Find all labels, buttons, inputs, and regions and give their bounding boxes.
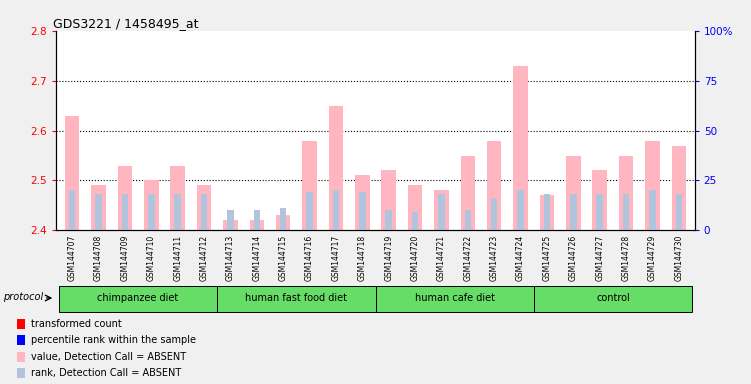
Text: GSM144715: GSM144715 [279, 235, 288, 281]
Bar [17, 335, 26, 345]
Bar [596, 194, 603, 230]
Bar [438, 194, 445, 230]
Bar [17, 319, 26, 329]
Bar [649, 190, 656, 230]
Bar [376, 286, 534, 311]
Bar [17, 352, 26, 362]
Bar [148, 194, 155, 230]
Bar [329, 106, 343, 230]
Text: GSM144725: GSM144725 [542, 235, 551, 281]
Text: GSM144707: GSM144707 [68, 235, 77, 281]
Bar [276, 215, 291, 230]
Bar [382, 170, 396, 230]
Bar [306, 192, 313, 230]
Bar [385, 210, 392, 230]
Bar [122, 194, 128, 230]
Text: rank, Detection Call = ABSENT: rank, Detection Call = ABSENT [31, 368, 181, 378]
Text: GSM144727: GSM144727 [596, 235, 605, 281]
Bar [170, 166, 185, 230]
Bar [144, 180, 158, 230]
Bar [534, 286, 692, 311]
Bar [593, 170, 607, 230]
Text: GSM144708: GSM144708 [94, 235, 103, 281]
Text: GSM144714: GSM144714 [252, 235, 261, 281]
Bar [359, 192, 366, 230]
Text: GSM144722: GSM144722 [463, 235, 472, 281]
Text: GSM144728: GSM144728 [622, 235, 631, 281]
Text: GDS3221 / 1458495_at: GDS3221 / 1458495_at [53, 17, 198, 30]
Text: transformed count: transformed count [31, 319, 122, 329]
Text: GSM144717: GSM144717 [331, 235, 340, 281]
Bar [254, 210, 260, 230]
Text: GSM144723: GSM144723 [490, 235, 499, 281]
Bar [249, 220, 264, 230]
Bar [676, 194, 682, 230]
Bar [174, 194, 181, 230]
Bar [460, 156, 475, 230]
Text: GSM144729: GSM144729 [648, 235, 657, 281]
Bar [540, 195, 554, 230]
Bar [645, 141, 659, 230]
Text: GSM144709: GSM144709 [120, 235, 129, 281]
Text: GSM144720: GSM144720 [411, 235, 420, 281]
Bar [197, 185, 211, 230]
Bar [280, 209, 286, 230]
Bar [514, 66, 528, 230]
Bar [59, 286, 217, 311]
Bar [95, 194, 102, 230]
Text: GSM144716: GSM144716 [305, 235, 314, 281]
Bar [412, 212, 418, 230]
Text: GSM144711: GSM144711 [173, 235, 182, 281]
Bar [355, 175, 369, 230]
Bar [434, 190, 448, 230]
Text: control: control [596, 293, 630, 303]
Bar [17, 368, 26, 378]
Text: GSM144710: GSM144710 [146, 235, 155, 281]
Bar [491, 199, 497, 230]
Text: GSM144721: GSM144721 [437, 235, 446, 281]
Text: GSM144726: GSM144726 [569, 235, 578, 281]
Bar [570, 194, 577, 230]
Bar [517, 190, 524, 230]
Bar [223, 220, 237, 230]
Bar [118, 166, 132, 230]
Text: protocol: protocol [3, 292, 43, 302]
Bar [92, 185, 106, 230]
Bar [333, 190, 339, 230]
Bar [217, 286, 376, 311]
Text: percentile rank within the sample: percentile rank within the sample [31, 335, 196, 345]
Bar [303, 141, 317, 230]
Text: human cafe diet: human cafe diet [415, 293, 495, 303]
Text: human fast food diet: human fast food diet [246, 293, 348, 303]
Text: value, Detection Call = ABSENT: value, Detection Call = ABSENT [31, 352, 186, 362]
Bar [487, 141, 502, 230]
Bar [623, 194, 629, 230]
Bar [69, 190, 75, 230]
Bar [65, 116, 80, 230]
Text: GSM144718: GSM144718 [357, 235, 366, 281]
Bar [201, 194, 207, 230]
Bar [408, 185, 422, 230]
Text: GSM144724: GSM144724 [516, 235, 525, 281]
Bar [227, 210, 234, 230]
Text: GSM144712: GSM144712 [200, 235, 209, 281]
Bar [619, 156, 633, 230]
Bar [566, 156, 581, 230]
Text: GSM144719: GSM144719 [385, 235, 394, 281]
Text: GSM144713: GSM144713 [226, 235, 235, 281]
Bar [544, 194, 550, 230]
Bar [671, 146, 686, 230]
Bar [465, 210, 471, 230]
Text: GSM144730: GSM144730 [674, 235, 683, 281]
Text: chimpanzee diet: chimpanzee diet [98, 293, 179, 303]
